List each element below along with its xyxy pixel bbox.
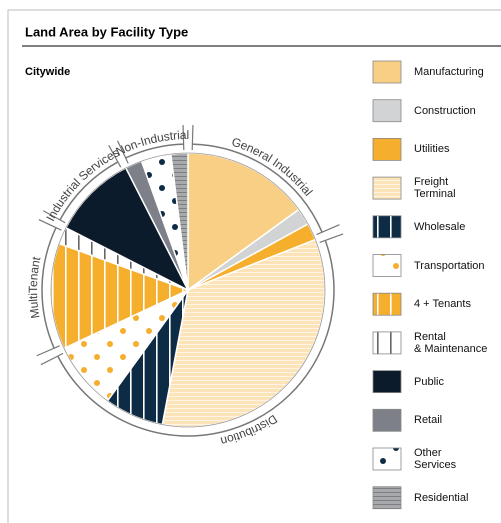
legend-label: Public <box>414 375 444 388</box>
group-arc <box>192 143 323 233</box>
legend-swatch <box>372 447 402 471</box>
frame <box>7 9 501 523</box>
legend-swatch <box>372 331 402 355</box>
group-arc <box>125 143 184 159</box>
group-label-path: MultiTenant <box>26 255 44 320</box>
group-tick <box>36 345 60 357</box>
group-label: MultiTenant <box>26 255 44 320</box>
group-tick <box>43 210 66 224</box>
legend-swatch <box>372 408 402 432</box>
group-tick <box>191 125 194 151</box>
group-arc <box>41 227 57 349</box>
legend-swatch <box>372 99 402 123</box>
group-arc <box>57 240 335 437</box>
group-tick <box>108 145 122 168</box>
group-tick <box>116 140 129 164</box>
legend-swatch <box>372 254 402 277</box>
legend-label: Retail <box>414 414 443 427</box>
legend-swatch <box>372 137 402 161</box>
legend-swatch <box>372 370 402 394</box>
legend-label: Other Services <box>414 447 457 471</box>
legend-label: Freight Terminal <box>414 176 456 201</box>
group-tick <box>40 352 64 366</box>
legend-label: Rental & Maintenance <box>414 330 488 355</box>
group-tick <box>38 218 62 231</box>
legend-swatch <box>372 215 402 239</box>
legend-label: Utilities <box>414 143 450 156</box>
legend-swatch <box>372 292 402 316</box>
legend-swatch <box>372 176 402 200</box>
legend-label: Residential <box>414 491 469 504</box>
pie-outline <box>50 152 326 428</box>
legend-label: Construction <box>414 104 476 117</box>
legend-swatch <box>372 486 402 510</box>
subtitle: Citywide <box>25 66 70 78</box>
legend-label: Transportation <box>414 259 485 272</box>
group-tick <box>182 125 185 151</box>
group-tick <box>319 233 344 243</box>
group-tick <box>316 224 340 236</box>
chart-title: Land Area by Facility Type <box>25 24 188 39</box>
group-arc <box>59 161 119 221</box>
legend-label: Wholesale <box>414 220 466 233</box>
legend-label: Manufacturing <box>414 66 484 78</box>
legend-label: 4 + Tenants <box>414 298 471 311</box>
legend-swatch <box>372 60 402 84</box>
